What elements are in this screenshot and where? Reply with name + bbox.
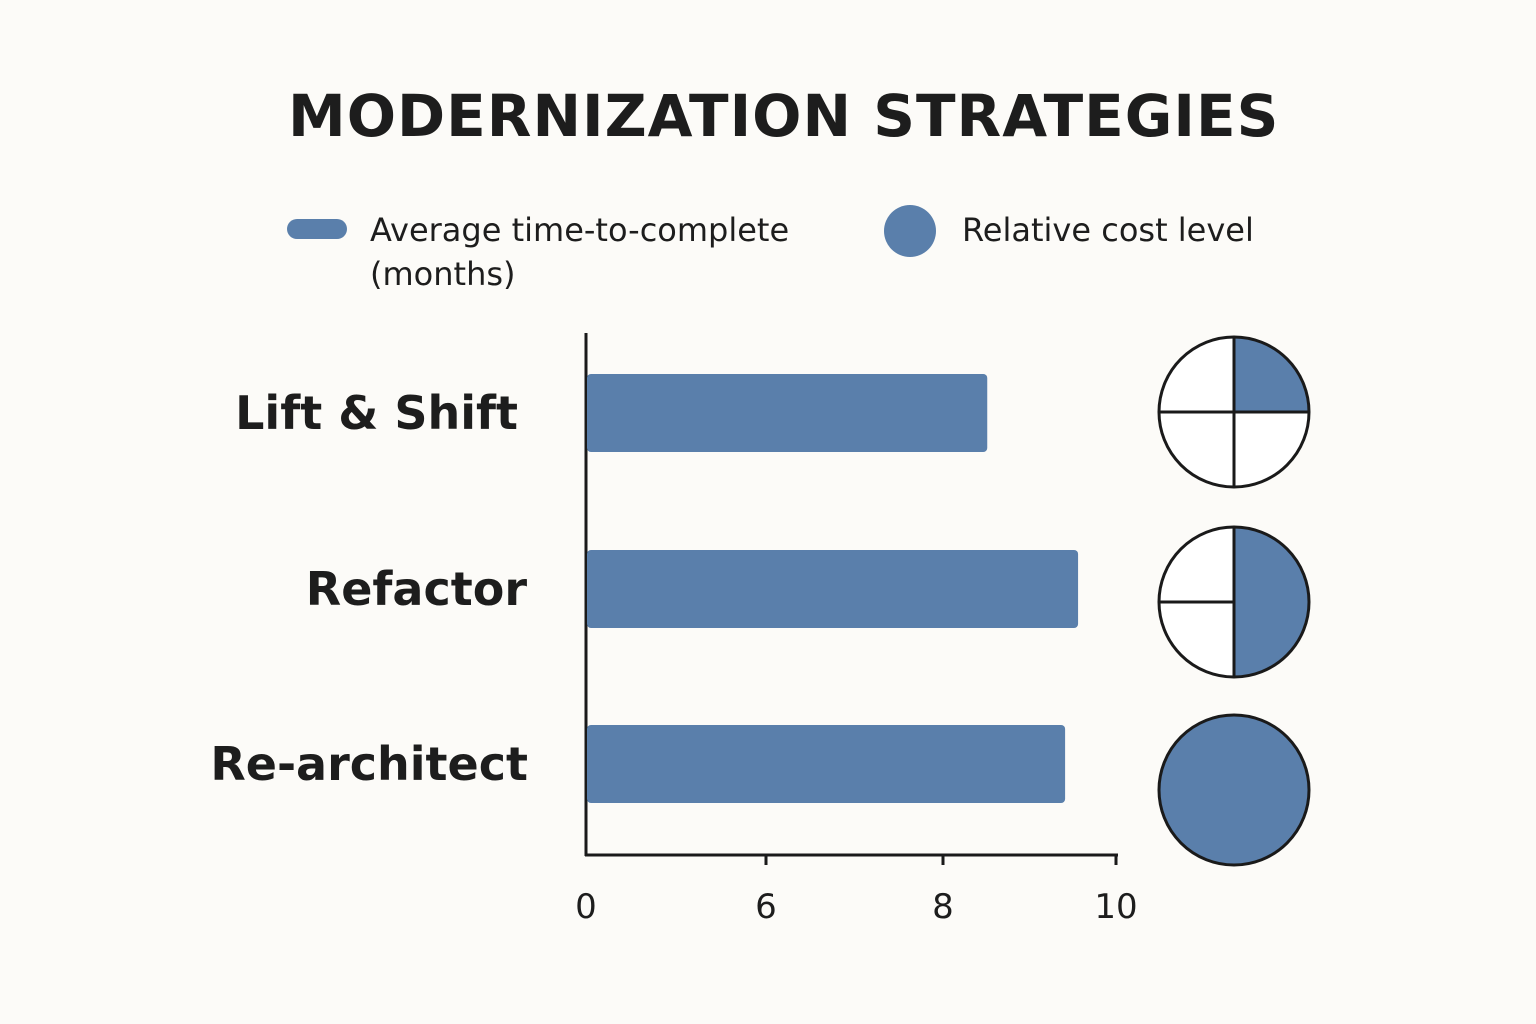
category-label: Lift & Shift: [235, 386, 518, 440]
category-label: Re-architect: [210, 737, 528, 791]
bar: [587, 374, 988, 452]
legend-label-time: Average time-to-complete (months): [370, 211, 790, 293]
x-tick-label: 0: [575, 887, 597, 927]
x-tick-label: 10: [1094, 887, 1137, 927]
legend-label-cost: Relative cost level: [962, 211, 1254, 249]
cost-pie-fill: [1234, 337, 1309, 412]
legend-dot-swatch: [884, 205, 936, 257]
x-tick-label: 6: [755, 887, 777, 927]
cost-pie-fill: [1234, 527, 1309, 677]
legend-bar-swatch: [287, 219, 347, 239]
bar: [587, 725, 1066, 803]
chart-title: MODERNIZATION STRATEGIES: [288, 82, 1280, 150]
cost-pie-outline: [1157, 525, 1311, 679]
cost-pie-outline: [1157, 713, 1311, 867]
bar: [587, 550, 1079, 628]
x-tick-label: 8: [932, 887, 954, 927]
cost-pie-outline: [1157, 335, 1311, 489]
cost-pie-fill: [1159, 715, 1309, 865]
category-label: Refactor: [306, 562, 528, 616]
